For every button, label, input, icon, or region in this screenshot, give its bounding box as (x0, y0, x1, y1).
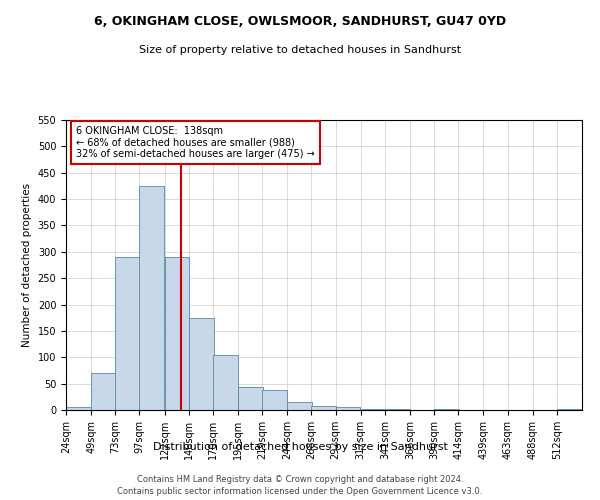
Text: 6 OKINGHAM CLOSE:  138sqm
← 68% of detached houses are smaller (988)
32% of semi: 6 OKINGHAM CLOSE: 138sqm ← 68% of detach… (76, 126, 315, 159)
Text: Contains HM Land Registry data © Crown copyright and database right 2024.: Contains HM Land Registry data © Crown c… (137, 475, 463, 484)
Bar (189, 318, 214, 410)
Bar (238, 388, 263, 410)
Bar (311, 406, 336, 410)
Bar (262, 390, 287, 410)
Bar (434, 409, 459, 410)
Text: Size of property relative to detached houses in Sandhurst: Size of property relative to detached ho… (139, 45, 461, 55)
Text: 6, OKINGHAM CLOSE, OWLSMOOR, SANDHURST, GU47 0YD: 6, OKINGHAM CLOSE, OWLSMOOR, SANDHURST, … (94, 15, 506, 28)
Bar (287, 402, 312, 410)
Bar (335, 408, 361, 410)
Bar (115, 257, 140, 410)
Text: Contains public sector information licensed under the Open Government Licence v3: Contains public sector information licen… (118, 488, 482, 496)
Bar (91, 373, 116, 410)
Bar (164, 257, 190, 410)
Bar (139, 186, 164, 410)
Bar (66, 408, 91, 410)
Bar (361, 409, 386, 410)
Bar (213, 354, 238, 410)
Text: Distribution of detached houses by size in Sandhurst: Distribution of detached houses by size … (152, 442, 448, 452)
Y-axis label: Number of detached properties: Number of detached properties (22, 183, 32, 347)
